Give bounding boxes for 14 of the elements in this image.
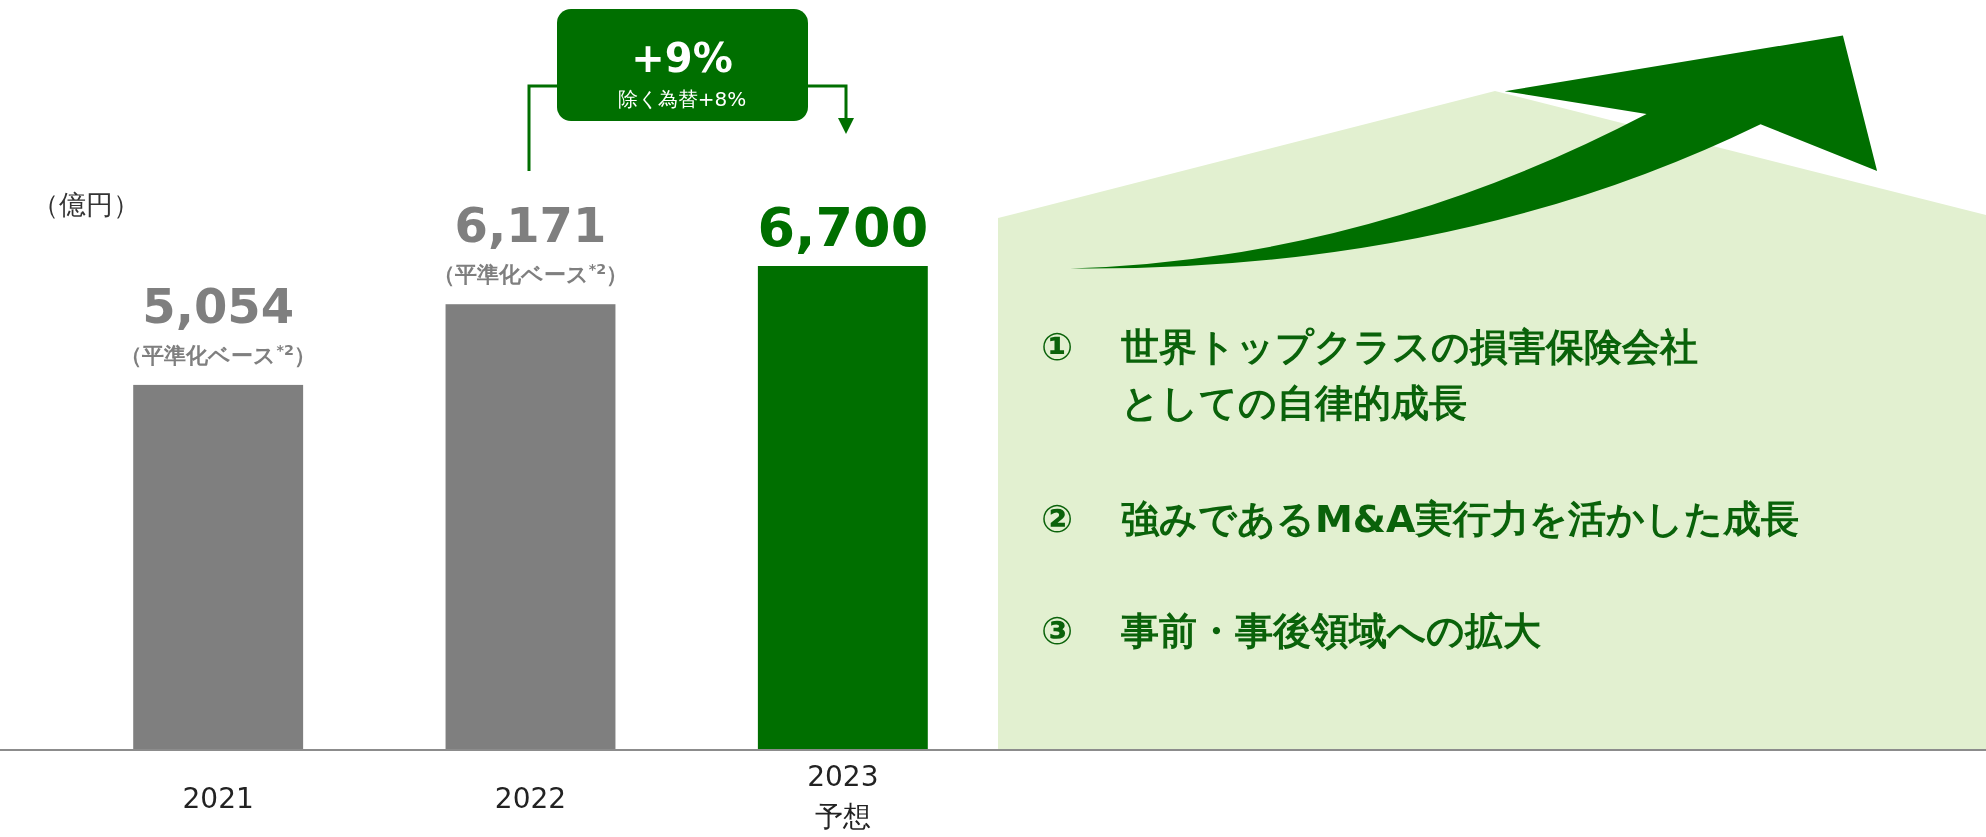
- data-label: 6,171: [454, 197, 607, 254]
- x-tick-label: 2021: [182, 782, 254, 815]
- text: ③ 事前・事後領域への拡大: [1041, 609, 1541, 653]
- data-label: 6,700: [757, 196, 929, 259]
- annotation: （平準化ベース$^{*2}$）: [120, 341, 316, 368]
- x-tick-label: 2023 予想: [807, 760, 879, 833]
- text: ② 強みであるM&A実行力を活かした成長: [1041, 497, 1800, 541]
- data-label: 5,054: [142, 277, 295, 334]
- x-tick-label: 2022: [494, 782, 567, 815]
- text: 除く為替+8%: [617, 87, 747, 111]
- text: +9%: [631, 35, 733, 81]
- text: ① 世界トップクラスの損害保険会社としての自律的成長: [1041, 325, 1698, 425]
- text: （億円）: [32, 189, 140, 220]
- annotation: （平準化ベース$^{*2}$）: [432, 261, 629, 288]
